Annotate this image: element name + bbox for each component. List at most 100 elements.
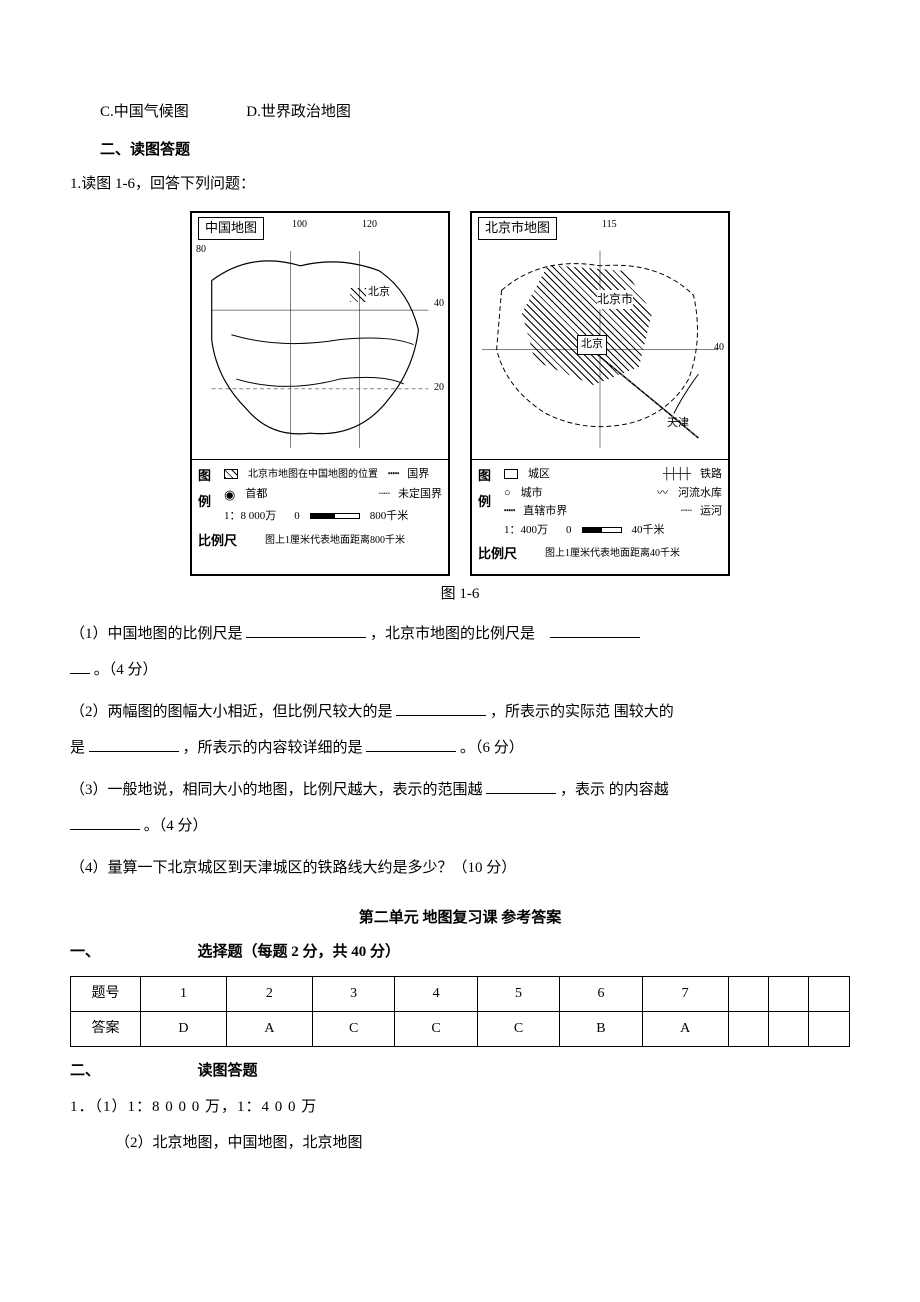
blank[interactable] xyxy=(70,814,140,830)
q1-1b: ，北京市地图的比例尺是 xyxy=(370,626,535,642)
mcq-heading: 一、 选择题（每题 2 分，共 40 分） xyxy=(70,940,850,964)
option-c: C.中国气候图 xyxy=(100,104,189,120)
blank[interactable] xyxy=(246,622,366,638)
scale-note: 图上1厘米代表地面距离800千米 xyxy=(265,533,405,548)
col: 2 xyxy=(226,976,312,1011)
table-row: 答案 D A C C C B A xyxy=(71,1011,850,1046)
q3b: ，表示 的内容越 xyxy=(560,782,669,798)
legend-chengqu: 城区 xyxy=(528,466,550,483)
ans: B xyxy=(560,1011,642,1046)
legend-yunhe: 运河 xyxy=(700,503,722,520)
q3a: （3）一般地说，相同大小的地图，比例尺越大，表示的范围越 xyxy=(70,782,483,798)
figure-1-6: 中国地图 100 120 80 40 20 北京 图 xyxy=(70,211,850,576)
ans xyxy=(809,1011,850,1046)
sb-r: 800千米 xyxy=(370,508,409,525)
table-row: 题号 1 2 3 4 5 6 7 xyxy=(71,976,850,1011)
legend-li2: 例 xyxy=(478,492,504,512)
legend-shoudu: 首都 xyxy=(245,486,267,503)
beijing-hatch xyxy=(350,288,366,302)
q2b: ，所表示的实际范 围较大的 xyxy=(490,704,674,720)
beijing-legend: 图 例 城区 ┼┼┼┼ 铁路 ○ 城市 〰 河流水库 xyxy=(472,460,728,574)
legend-tu2: 图 xyxy=(478,466,504,486)
legend-ratio: 1：8 000万 xyxy=(224,508,276,525)
legend-ratio2: 1：400万 xyxy=(504,522,548,539)
bjshi-label: 北京市 xyxy=(597,290,633,309)
section-2-title: 二、读图答题 xyxy=(70,138,850,162)
question-4: （4）量算一下北京城区到天津城区的铁路线大约是多少？（10 分） xyxy=(70,850,850,886)
tj-label: 天津 xyxy=(667,415,689,433)
china-legend: 图 例 北京市地图在中国地图的位置 ┅┅ 国界 ◉ 首都 ┄┄ 未定国界 xyxy=(192,460,448,560)
legend-weiding: 未定国界 xyxy=(398,486,442,503)
ans: A xyxy=(226,1011,312,1046)
q1-1a: （1）中国地图的比例尺是 xyxy=(70,626,243,642)
col: 1 xyxy=(141,976,227,1011)
q2d: ，所表示的内容较详细的是 xyxy=(183,740,363,756)
mcq-prefix: 一、 xyxy=(70,944,100,960)
answer-label: 答案 xyxy=(71,1011,141,1046)
blank[interactable] xyxy=(70,658,90,674)
dt-title: 读图答题 xyxy=(198,1063,258,1079)
col xyxy=(809,976,850,1011)
answer-section-title: 第二单元 地图复习课 参考答案 xyxy=(70,906,850,930)
question-3: （3）一般地说，相同大小的地图，比例尺越大，表示的范围越 ，表示 的内容越 。（… xyxy=(70,772,850,844)
tick-120: 120 xyxy=(362,217,377,233)
q2c: 是 xyxy=(70,740,85,756)
ans: C xyxy=(312,1011,394,1046)
q1-intro: 1.读图 1-6，回答下列问题： xyxy=(70,172,850,196)
q3c: 。（4 分） xyxy=(144,818,208,834)
beijing-map: 北京市地图 115 北京市 北京 天津 40 图 例 xyxy=(470,211,730,576)
scale-note2: 图上1厘米代表地面距离40千米 xyxy=(545,546,680,561)
blank[interactable] xyxy=(550,622,640,638)
ans: D xyxy=(141,1011,227,1046)
blank[interactable] xyxy=(89,736,179,752)
china-map-body: 80 40 20 北京 xyxy=(192,240,448,460)
col: 6 xyxy=(560,976,642,1011)
beijing-map-title: 北京市地图 xyxy=(478,217,557,240)
beijing-map-body: 北京市 北京 天津 40 xyxy=(472,240,728,460)
mcq-title: 选择题（每题 2 分，共 40 分） xyxy=(198,944,401,960)
legend-li: 例 xyxy=(198,492,224,512)
option-d: D.世界政治地图 xyxy=(246,104,351,120)
legend-guojie: 国界 xyxy=(407,466,429,483)
legend-bj-pos: 北京市地图在中国地图的位置 xyxy=(248,467,378,482)
scale-label: 比例尺 xyxy=(198,531,237,551)
q1-1c: 。（4 分） xyxy=(94,662,158,678)
question-2: （2）两幅图的图幅大小相近，但比例尺较大的是 ，所表示的实际范 围较大的 是 ，… xyxy=(70,694,850,766)
tick-20: 20 xyxy=(434,380,444,396)
tick-115: 115 xyxy=(602,217,617,233)
q2e: 。（6 分） xyxy=(460,740,524,756)
col xyxy=(769,976,809,1011)
legend-tu: 图 xyxy=(198,466,224,486)
tick-100: 100 xyxy=(292,217,307,233)
legend-zhixia: 直辖市界 xyxy=(523,503,567,520)
legend-tielu: 铁路 xyxy=(700,466,722,483)
legend-chengshi: 城市 xyxy=(521,485,543,502)
dt-prefix: 二、 xyxy=(70,1063,100,1079)
col: 5 xyxy=(477,976,559,1011)
china-map: 中国地图 100 120 80 40 20 北京 图 xyxy=(190,211,450,576)
dt-heading: 二、 读图答题 xyxy=(70,1059,850,1083)
sb-r2: 40千米 xyxy=(632,522,665,539)
col xyxy=(728,976,768,1011)
ans: C xyxy=(477,1011,559,1046)
blank[interactable] xyxy=(366,736,456,752)
ans: A xyxy=(642,1011,728,1046)
legend-heliu: 河流水库 xyxy=(678,485,722,502)
tick-40: 40 xyxy=(434,296,444,312)
blank[interactable] xyxy=(396,700,486,716)
blank[interactable] xyxy=(486,778,556,794)
sb-l2: 0 xyxy=(566,522,572,539)
tick-r40: 40 xyxy=(714,340,724,356)
sb-l: 0 xyxy=(294,508,300,525)
answer-table: 题号 1 2 3 4 5 6 7 答案 D A C C C B A xyxy=(70,976,850,1048)
header-label: 题号 xyxy=(71,976,141,1011)
q2a: （2）两幅图的图幅大小相近，但比例尺较大的是 xyxy=(70,704,393,720)
question-1: （1）中国地图的比例尺是 ，北京市地图的比例尺是 。（4 分） xyxy=(70,616,850,688)
col: 7 xyxy=(642,976,728,1011)
china-outline-svg xyxy=(192,240,448,459)
ans xyxy=(769,1011,809,1046)
beijing-label: 北京 xyxy=(368,284,390,302)
tick-80: 80 xyxy=(196,242,206,258)
figure-caption: 图 1-6 xyxy=(70,582,850,606)
ans xyxy=(728,1011,768,1046)
